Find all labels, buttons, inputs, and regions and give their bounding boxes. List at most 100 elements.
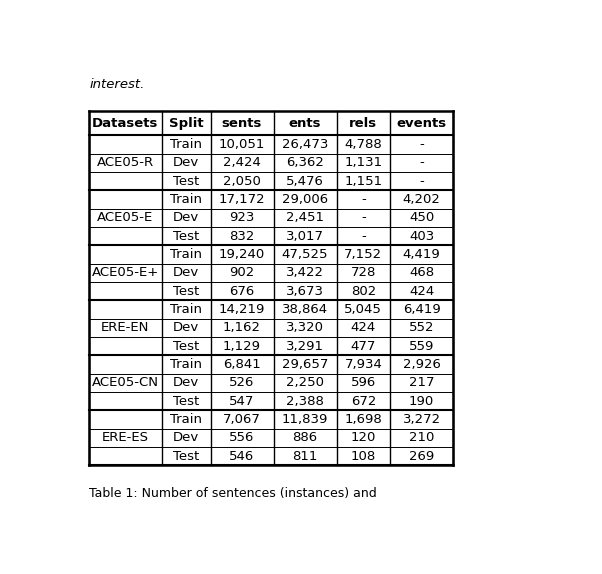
Text: ents: ents (289, 117, 321, 130)
Text: 26,473: 26,473 (282, 138, 328, 151)
Text: -: - (419, 156, 424, 169)
Text: Dev: Dev (173, 431, 199, 444)
Text: events: events (397, 117, 447, 130)
Text: 802: 802 (351, 285, 376, 297)
Text: 886: 886 (293, 431, 318, 444)
Text: 2,424: 2,424 (223, 156, 261, 169)
Text: Dev: Dev (173, 266, 199, 279)
Text: interest.: interest. (89, 78, 144, 91)
Text: 477: 477 (350, 340, 376, 352)
Text: Table 1: Number of sentences (instances) and: Table 1: Number of sentences (instances)… (89, 487, 377, 500)
Text: Split: Split (169, 117, 203, 130)
Text: 120: 120 (350, 431, 376, 444)
Text: 811: 811 (293, 449, 318, 463)
Text: 190: 190 (409, 395, 434, 408)
Text: 217: 217 (409, 377, 435, 389)
Text: 556: 556 (229, 431, 255, 444)
Text: 10,051: 10,051 (219, 138, 265, 151)
Text: ACE05-R: ACE05-R (97, 156, 154, 169)
Text: 4,419: 4,419 (403, 248, 441, 261)
Text: 1,162: 1,162 (223, 321, 261, 334)
Text: 424: 424 (409, 285, 434, 297)
Text: 1,698: 1,698 (344, 413, 382, 426)
Text: ERE-ES: ERE-ES (102, 431, 149, 444)
Text: 3,422: 3,422 (286, 266, 324, 279)
Text: Train: Train (170, 413, 202, 426)
Text: 1,151: 1,151 (344, 174, 382, 188)
Text: Train: Train (170, 358, 202, 371)
Text: 526: 526 (229, 377, 255, 389)
Text: 3,272: 3,272 (403, 413, 441, 426)
Text: Test: Test (173, 449, 199, 463)
Text: -: - (361, 193, 366, 206)
Text: -: - (419, 174, 424, 188)
Text: 2,451: 2,451 (286, 211, 324, 224)
Text: -: - (361, 230, 366, 243)
Text: Train: Train (170, 303, 202, 316)
Text: 108: 108 (351, 449, 376, 463)
Text: 3,673: 3,673 (286, 285, 324, 297)
Text: 7,934: 7,934 (344, 358, 382, 371)
Text: 19,240: 19,240 (219, 248, 265, 261)
Text: 2,926: 2,926 (403, 358, 441, 371)
Text: 676: 676 (229, 285, 255, 297)
Text: 38,864: 38,864 (282, 303, 328, 316)
Text: Train: Train (170, 248, 202, 261)
Text: 3,017: 3,017 (286, 230, 324, 243)
Text: Test: Test (173, 395, 199, 408)
Text: 552: 552 (409, 321, 435, 334)
Text: 403: 403 (409, 230, 434, 243)
Text: Test: Test (173, 230, 199, 243)
Text: Train: Train (170, 193, 202, 206)
Text: 672: 672 (350, 395, 376, 408)
Text: ACE05-E: ACE05-E (98, 211, 154, 224)
Text: 559: 559 (409, 340, 435, 352)
Text: Dev: Dev (173, 211, 199, 224)
Text: 1,131: 1,131 (344, 156, 382, 169)
Text: 6,841: 6,841 (223, 358, 261, 371)
Text: 1,129: 1,129 (223, 340, 261, 352)
Text: 6,419: 6,419 (403, 303, 441, 316)
Text: Dev: Dev (173, 156, 199, 169)
Text: Dev: Dev (173, 321, 199, 334)
Text: Datasets: Datasets (92, 117, 158, 130)
Text: 3,320: 3,320 (286, 321, 324, 334)
Text: 596: 596 (351, 377, 376, 389)
Text: 4,788: 4,788 (344, 138, 382, 151)
Text: Test: Test (173, 285, 199, 297)
Text: rels: rels (349, 117, 377, 130)
Text: 923: 923 (229, 211, 255, 224)
Text: 11,839: 11,839 (282, 413, 328, 426)
Text: 424: 424 (351, 321, 376, 334)
Text: 14,219: 14,219 (219, 303, 265, 316)
Text: Test: Test (173, 340, 199, 352)
Text: 4,202: 4,202 (403, 193, 441, 206)
Text: 6,362: 6,362 (286, 156, 324, 169)
Text: 902: 902 (229, 266, 255, 279)
Text: 29,657: 29,657 (282, 358, 328, 371)
Text: sents: sents (222, 117, 262, 130)
Text: 210: 210 (409, 431, 435, 444)
Text: 546: 546 (229, 449, 255, 463)
Text: 7,152: 7,152 (344, 248, 382, 261)
Text: 2,250: 2,250 (286, 377, 324, 389)
Text: 5,476: 5,476 (286, 174, 324, 188)
Text: 468: 468 (409, 266, 434, 279)
Text: 269: 269 (409, 449, 434, 463)
Text: Dev: Dev (173, 377, 199, 389)
Text: 29,006: 29,006 (282, 193, 328, 206)
Text: 832: 832 (229, 230, 255, 243)
Text: 728: 728 (350, 266, 376, 279)
Text: 2,050: 2,050 (223, 174, 261, 188)
Text: -: - (361, 211, 366, 224)
Text: ACE05-E+: ACE05-E+ (92, 266, 159, 279)
Text: 17,172: 17,172 (219, 193, 265, 206)
Text: Test: Test (173, 174, 199, 188)
Text: 7,067: 7,067 (223, 413, 261, 426)
Text: 547: 547 (229, 395, 255, 408)
Text: 450: 450 (409, 211, 434, 224)
Text: -: - (419, 138, 424, 151)
Text: 5,045: 5,045 (344, 303, 382, 316)
Text: ERE-EN: ERE-EN (101, 321, 149, 334)
Text: 2,388: 2,388 (286, 395, 324, 408)
